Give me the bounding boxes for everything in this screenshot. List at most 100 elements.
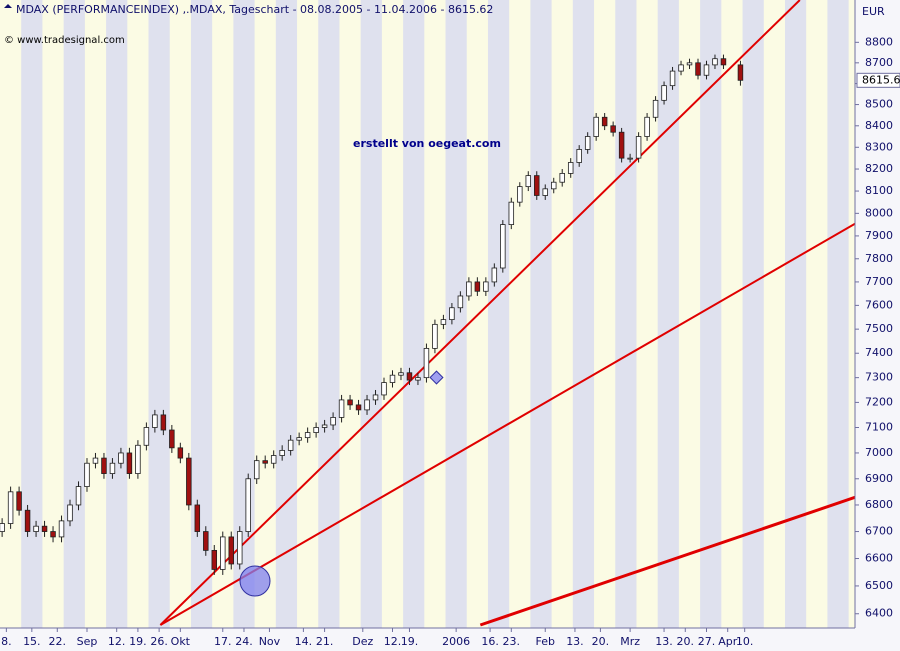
candle-body bbox=[0, 523, 5, 532]
candle-body bbox=[92, 457, 99, 464]
y-tick-label: 6900 bbox=[865, 472, 893, 485]
candle-body bbox=[304, 432, 311, 439]
candle-body bbox=[287, 439, 294, 451]
x-tick-label: 12. bbox=[384, 635, 402, 648]
candle-body bbox=[567, 162, 574, 174]
candle-body bbox=[194, 504, 201, 532]
candle-body bbox=[109, 462, 116, 474]
week-band bbox=[403, 0, 425, 628]
x-tick-label: 21. bbox=[316, 635, 334, 648]
y-tick-label: 6800 bbox=[865, 498, 893, 511]
candle-body bbox=[635, 136, 642, 159]
y-tick-label: 7600 bbox=[865, 298, 893, 311]
highlight-circle bbox=[239, 565, 271, 597]
y-tick-label: 8500 bbox=[865, 98, 893, 111]
candle-body bbox=[652, 99, 659, 118]
candle-body bbox=[253, 460, 260, 480]
x-axis-panel bbox=[0, 628, 900, 651]
candle-body bbox=[508, 201, 515, 225]
x-tick-label: Okt bbox=[171, 635, 191, 648]
x-tick-label: 27. bbox=[698, 635, 716, 648]
y-tick-label: 8400 bbox=[865, 119, 893, 132]
candle-body bbox=[534, 175, 540, 196]
x-tick-label: Nov bbox=[259, 635, 281, 648]
x-tick-label: 20. bbox=[592, 635, 610, 648]
highlight-diamond bbox=[429, 370, 444, 385]
candle-body bbox=[296, 437, 302, 441]
candle-body bbox=[355, 404, 362, 411]
y-tick-label: 8000 bbox=[865, 206, 893, 219]
candle-body bbox=[669, 70, 676, 87]
x-tick-label: Dez bbox=[352, 635, 373, 648]
y-tick-label: 8100 bbox=[865, 184, 893, 197]
x-tick-label: 19. bbox=[129, 635, 147, 648]
week-band bbox=[360, 0, 382, 628]
candle-body bbox=[101, 457, 107, 474]
candle-body bbox=[270, 455, 277, 464]
candle-body bbox=[500, 224, 506, 269]
candle-body bbox=[381, 382, 387, 396]
x-tick-label: 22. bbox=[49, 635, 67, 648]
y-unit: EUR bbox=[862, 5, 885, 18]
candle-body bbox=[372, 394, 379, 401]
candle-body bbox=[67, 504, 73, 522]
candle-body bbox=[406, 372, 413, 381]
candle-body bbox=[245, 478, 251, 532]
candle-body bbox=[186, 457, 192, 506]
week-band bbox=[827, 0, 849, 628]
candle-body bbox=[126, 452, 133, 474]
candle-body bbox=[152, 414, 158, 428]
candle-body bbox=[457, 295, 464, 309]
candle-body bbox=[313, 427, 319, 433]
week-band bbox=[700, 0, 722, 628]
source: © www.tradesignal.com bbox=[4, 35, 125, 46]
y-tick-label: 7800 bbox=[865, 252, 893, 265]
week-band bbox=[63, 0, 85, 628]
chart-title: MDAX (PERFORMANCEINDEX) ,.MDAX, Tagescha… bbox=[16, 3, 493, 16]
x-tick-label: 23. bbox=[503, 635, 521, 648]
candle-body bbox=[601, 116, 608, 127]
x-tick-label: 10. bbox=[736, 635, 754, 648]
y-tick-label: 8700 bbox=[865, 56, 893, 69]
title-icon bbox=[4, 4, 12, 8]
candle-body bbox=[75, 486, 82, 506]
week-band bbox=[657, 0, 679, 628]
candle-body bbox=[143, 427, 150, 446]
candle-body bbox=[203, 531, 209, 551]
candle-body bbox=[618, 131, 625, 159]
candle-body bbox=[16, 491, 22, 511]
candle-body bbox=[466, 281, 472, 297]
x-tick-label: Feb bbox=[536, 635, 555, 648]
candle-body bbox=[177, 447, 184, 459]
y-tick-label: 7900 bbox=[865, 229, 893, 242]
candle-body bbox=[432, 323, 438, 349]
candle-body bbox=[169, 429, 175, 449]
candle-body bbox=[321, 424, 328, 428]
candle-body bbox=[228, 536, 234, 565]
x-tick-label: 2006 bbox=[442, 635, 470, 648]
x-tick-label: 20. bbox=[677, 635, 695, 648]
trend-line bbox=[479, 495, 855, 627]
x-tick-label: 13. bbox=[655, 635, 673, 648]
y-tick-label: 6500 bbox=[865, 579, 893, 592]
x-tick-label: 17. bbox=[214, 635, 232, 648]
candle-body bbox=[33, 525, 39, 532]
candle-body bbox=[644, 116, 650, 137]
week-band bbox=[445, 0, 467, 628]
candle-body bbox=[237, 531, 243, 565]
candle-body bbox=[449, 307, 455, 321]
y-tick-label: 7100 bbox=[865, 420, 893, 433]
candle-body bbox=[423, 347, 430, 379]
candle-body bbox=[576, 149, 582, 163]
y-tick-label: 6400 bbox=[865, 607, 893, 620]
week-band bbox=[487, 0, 510, 628]
week-bands bbox=[21, 0, 849, 628]
y-tick-label: 7000 bbox=[865, 446, 893, 459]
y-tick-label: 7200 bbox=[865, 395, 893, 408]
x-tick-label: Apr bbox=[718, 635, 738, 648]
plot-background bbox=[0, 0, 855, 628]
week-band bbox=[148, 0, 170, 628]
candle-body bbox=[7, 491, 14, 524]
candle-body bbox=[720, 58, 727, 66]
